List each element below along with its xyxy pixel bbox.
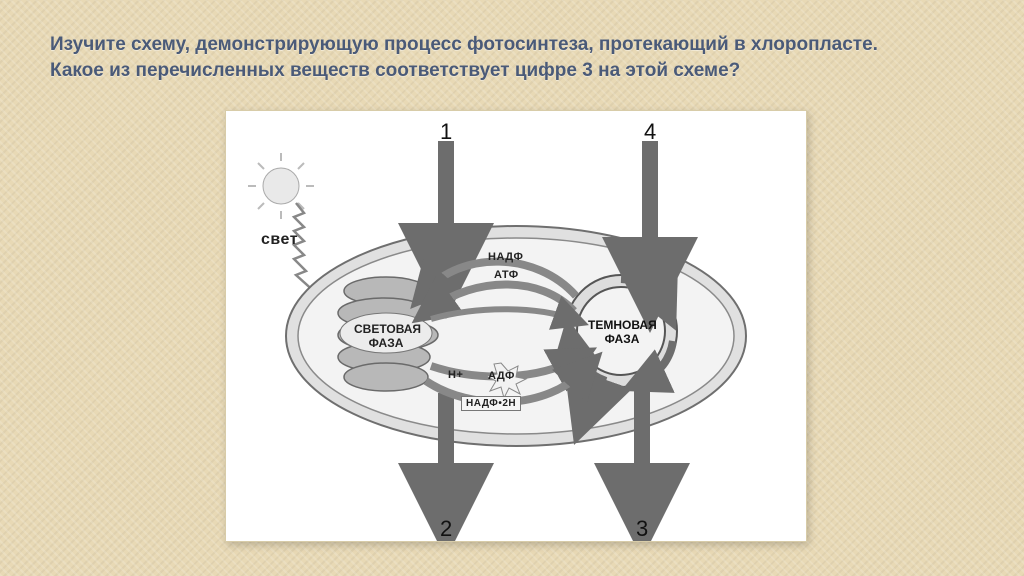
label-adp: АДФ — [488, 370, 515, 382]
label-light: свет — [261, 231, 298, 249]
light-phase-top: СВЕТОВАЯ — [354, 322, 421, 336]
label-nadp2h: НАДФ•2H — [461, 396, 521, 411]
label-hplus: H+ — [448, 369, 463, 381]
dark-phase-top: ТЕМНОВАЯ — [588, 318, 657, 332]
label-nadp: НАДФ — [488, 251, 523, 263]
question-line-2: Какое из перечисленных веществ соответст… — [50, 60, 740, 81]
label-dark-phase: ТЕМНОВАЯ ФАЗА — [588, 319, 656, 347]
dark-phase-bottom: ФАЗА — [605, 332, 640, 346]
question-line-1: Изучите схему, демонстрирующую процесс ф… — [50, 34, 878, 55]
number-3: 3 — [636, 516, 648, 542]
number-4: 4 — [644, 119, 656, 145]
label-light-phase: СВЕТОВАЯ ФАЗА — [354, 323, 418, 351]
light-phase-bottom: ФАЗА — [369, 336, 404, 350]
slide: Изучите схему, демонстрирующую процесс ф… — [0, 0, 1024, 576]
question-text: Изучите схему, демонстрирующую процесс ф… — [50, 32, 974, 83]
diagram-panel: 1 4 2 3 свет СВЕТОВАЯ ФАЗА ТЕМНОВАЯ ФАЗА… — [225, 110, 807, 542]
sun-icon — [248, 153, 314, 219]
number-1: 1 — [440, 119, 452, 145]
label-atp: АТФ — [494, 269, 519, 281]
photosynthesis-diagram — [226, 111, 806, 541]
number-2: 2 — [440, 516, 452, 542]
